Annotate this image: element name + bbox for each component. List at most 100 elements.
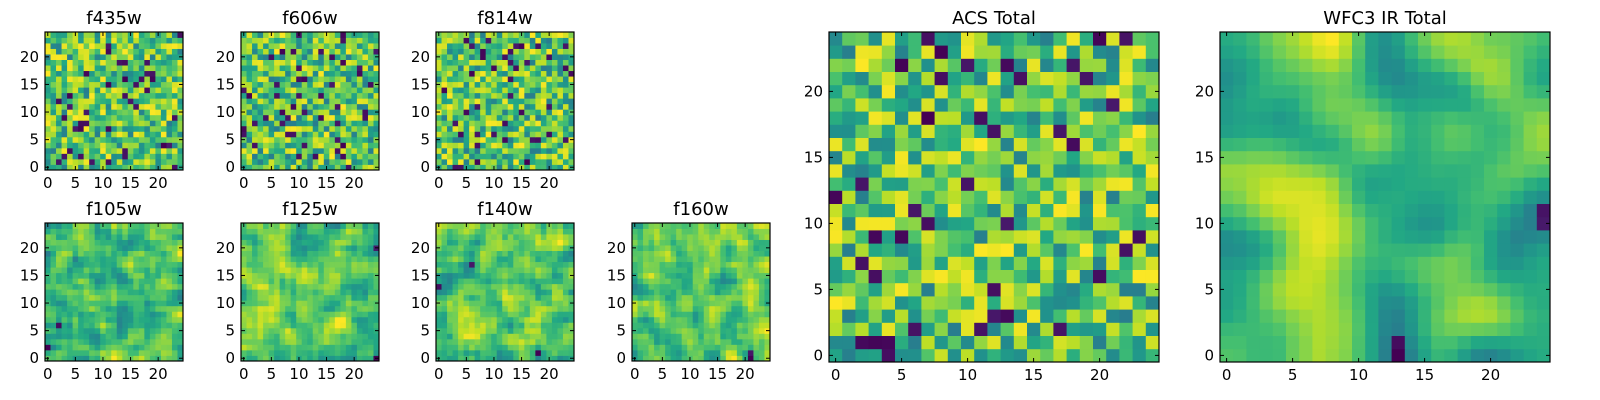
heatmap-cell — [373, 158, 380, 165]
heatmap-cell — [307, 289, 314, 296]
heatmap-cell — [474, 59, 481, 66]
heatmap-cell — [257, 305, 264, 312]
heatmap-cell — [268, 250, 275, 257]
heatmap-cell — [323, 87, 330, 94]
heatmap-cell — [367, 147, 374, 154]
heatmap-cell — [698, 289, 705, 296]
heatmap-cell — [758, 311, 765, 318]
heatmap-cell — [257, 234, 264, 240]
heatmap-cell — [687, 338, 694, 345]
heatmap-cell — [881, 348, 896, 363]
heatmap-cell — [149, 223, 156, 229]
heatmap-cell — [753, 316, 760, 323]
heatmap-cell — [72, 338, 79, 345]
heatmap-cell — [78, 142, 85, 149]
heatmap-cell — [736, 239, 743, 246]
heatmap-cell — [709, 278, 716, 285]
heatmap-cell — [868, 282, 883, 297]
heatmap-cell — [458, 125, 464, 132]
heatmap-cell — [61, 267, 68, 274]
heatmap-cell — [507, 311, 514, 318]
panel-title: f606w — [282, 8, 337, 29]
heatmap-cell — [111, 120, 118, 127]
heatmap-cell — [105, 316, 112, 323]
heatmap-cell — [474, 70, 481, 77]
x-tick-label: 20 — [149, 174, 168, 192]
heatmap-cell — [447, 109, 453, 116]
heatmap-cell — [1053, 203, 1067, 218]
heatmap-cell — [373, 147, 380, 154]
heatmap-cell — [334, 300, 341, 307]
heatmap-cell — [116, 136, 123, 143]
heatmap-cell — [296, 294, 303, 301]
heatmap-cell — [312, 311, 319, 318]
heatmap-cell — [698, 228, 705, 235]
heatmap-cell — [323, 234, 330, 240]
heatmap-cell — [507, 109, 514, 116]
heatmap-cell — [687, 344, 694, 351]
heatmap-cell — [687, 250, 694, 257]
heatmap-cell — [632, 322, 638, 329]
heatmap-cell — [356, 98, 363, 105]
heatmap-cell — [458, 136, 464, 143]
heatmap-cell — [111, 245, 118, 251]
heatmap-cell — [513, 92, 520, 99]
heatmap-cell — [351, 54, 358, 60]
heatmap-cell — [279, 344, 286, 351]
heatmap-cell — [67, 322, 73, 329]
heatmap-cell — [56, 48, 62, 55]
heatmap-cell — [274, 65, 281, 72]
heatmap-cell — [274, 37, 281, 44]
heatmap-cell — [1093, 190, 1107, 204]
heatmap-cell — [329, 120, 336, 127]
heatmap-cell — [94, 43, 101, 49]
heatmap-cell — [257, 272, 264, 279]
heatmap-cell — [290, 153, 297, 160]
heatmap-cell — [50, 322, 57, 329]
heatmap-cell — [307, 261, 314, 268]
heatmap-cell — [518, 76, 525, 83]
heatmap-cell — [100, 316, 107, 323]
heatmap-cell — [50, 54, 57, 60]
heatmap-cell — [458, 294, 464, 301]
heatmap-cell — [155, 261, 162, 268]
heatmap-cell — [373, 283, 380, 290]
heatmap-cell — [285, 131, 292, 138]
heatmap-cell — [61, 349, 68, 356]
heatmap-cell — [908, 335, 922, 350]
heatmap-cell — [474, 92, 481, 99]
heatmap-cell — [116, 344, 123, 351]
heatmap-cell — [83, 311, 90, 318]
heatmap-cell — [764, 228, 771, 235]
heatmap-cell — [529, 76, 536, 83]
heatmap-cell — [670, 349, 677, 356]
heatmap-cell — [643, 228, 649, 235]
heatmap-cell — [105, 311, 112, 318]
heatmap-cell — [127, 142, 134, 149]
x-tick-label: 15 — [708, 365, 727, 383]
heatmap-cell — [659, 344, 666, 351]
heatmap-cell — [842, 269, 856, 284]
heatmap-cell — [72, 98, 79, 105]
heatmap-cell — [296, 98, 303, 105]
heatmap-cell — [296, 48, 303, 55]
heatmap-cell — [94, 76, 101, 83]
heatmap-cell — [513, 59, 520, 66]
heatmap-cell — [83, 37, 90, 44]
heatmap-cell — [842, 322, 856, 336]
heatmap-cell — [714, 305, 721, 312]
heatmap-cell — [362, 109, 369, 116]
heatmap-cell — [452, 333, 459, 340]
heatmap-cell — [72, 267, 79, 274]
heatmap-cell — [160, 300, 167, 307]
heatmap-cell — [562, 333, 569, 340]
heatmap-cell — [334, 87, 341, 94]
heatmap-cell — [116, 228, 123, 235]
heatmap-cell — [171, 305, 178, 312]
heatmap-cell — [285, 32, 292, 38]
heatmap-cell — [155, 114, 162, 121]
heatmap-cell — [842, 230, 856, 244]
heatmap-cell — [171, 32, 178, 38]
heatmap-cell — [138, 70, 145, 77]
